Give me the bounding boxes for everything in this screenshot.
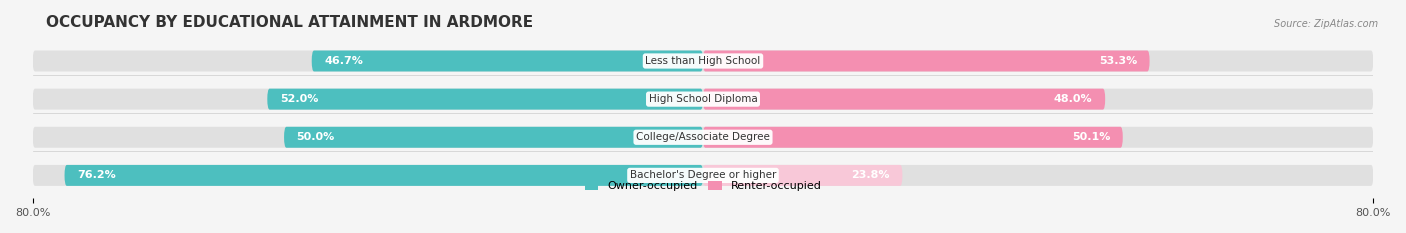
- FancyBboxPatch shape: [284, 127, 703, 148]
- FancyBboxPatch shape: [32, 165, 1374, 186]
- Legend: Owner-occupied, Renter-occupied: Owner-occupied, Renter-occupied: [581, 177, 825, 196]
- Text: Bachelor's Degree or higher: Bachelor's Degree or higher: [630, 170, 776, 180]
- Text: 50.0%: 50.0%: [297, 132, 335, 142]
- Text: Source: ZipAtlas.com: Source: ZipAtlas.com: [1274, 19, 1378, 29]
- Text: 52.0%: 52.0%: [280, 94, 318, 104]
- FancyBboxPatch shape: [312, 51, 703, 72]
- Text: 48.0%: 48.0%: [1054, 94, 1092, 104]
- Text: 23.8%: 23.8%: [852, 170, 890, 180]
- FancyBboxPatch shape: [267, 89, 703, 110]
- Text: 50.1%: 50.1%: [1071, 132, 1111, 142]
- FancyBboxPatch shape: [65, 165, 703, 186]
- Text: 76.2%: 76.2%: [77, 170, 115, 180]
- FancyBboxPatch shape: [32, 127, 1374, 148]
- FancyBboxPatch shape: [703, 127, 1123, 148]
- Text: 53.3%: 53.3%: [1098, 56, 1137, 66]
- FancyBboxPatch shape: [703, 165, 903, 186]
- Text: OCCUPANCY BY EDUCATIONAL ATTAINMENT IN ARDMORE: OCCUPANCY BY EDUCATIONAL ATTAINMENT IN A…: [46, 15, 533, 30]
- FancyBboxPatch shape: [703, 51, 1150, 72]
- FancyBboxPatch shape: [703, 89, 1105, 110]
- Text: College/Associate Degree: College/Associate Degree: [636, 132, 770, 142]
- Text: 46.7%: 46.7%: [325, 56, 363, 66]
- Text: Less than High School: Less than High School: [645, 56, 761, 66]
- FancyBboxPatch shape: [32, 89, 1374, 110]
- FancyBboxPatch shape: [32, 51, 1374, 72]
- Text: High School Diploma: High School Diploma: [648, 94, 758, 104]
